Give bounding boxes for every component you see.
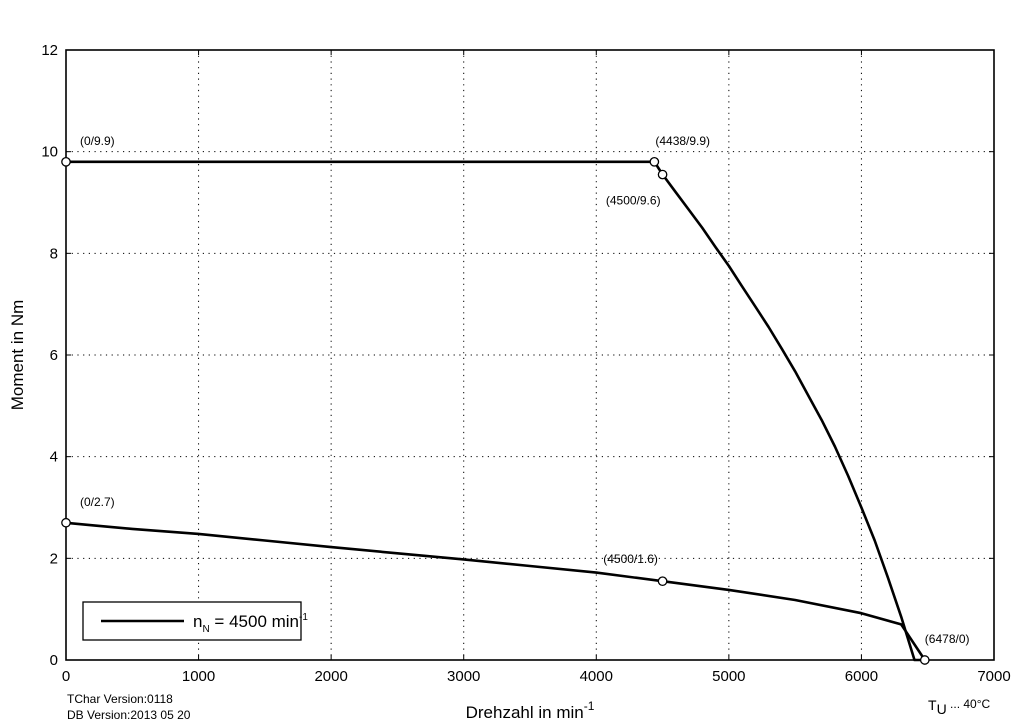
ambient-temperature-symbol: T bbox=[928, 697, 937, 713]
data-point-label: (0/2.7) bbox=[80, 495, 115, 509]
data-point-marker bbox=[61, 517, 71, 528]
continuous-torque-curve bbox=[65, 521, 926, 661]
y-tick-label: 12 bbox=[41, 42, 58, 59]
axis-ticks: 0 1000 2000 3000 4000 5000 6000 7000 0 2 4 6 8 10 12 bbox=[41, 42, 1010, 685]
y-tick-label: 8 bbox=[50, 245, 58, 262]
max-torque-curve bbox=[66, 160, 925, 662]
legend-label-exponent: -1 bbox=[299, 612, 308, 623]
legend-box bbox=[82, 601, 302, 641]
y-tick-label: 2 bbox=[50, 550, 58, 567]
y-axis-label: Moment in Nm bbox=[8, 300, 27, 411]
data-point-label: (0/9.9) bbox=[80, 134, 115, 148]
legend-label: nN = 4500 min-1 bbox=[193, 612, 308, 635]
data-point-marker bbox=[649, 156, 660, 167]
x-axis-label: Drehzahl in min-1 bbox=[466, 699, 595, 722]
grid-lines bbox=[66, 50, 994, 660]
data-point-marker bbox=[919, 655, 930, 665]
legend: nN = 4500 min-1 bbox=[82, 601, 308, 641]
data-point-label: (4438/9.9) bbox=[655, 134, 710, 148]
data-point-label: (4500/9.6) bbox=[606, 194, 661, 208]
legend-label-subscript: N bbox=[202, 624, 209, 635]
x-tick-label: 0 bbox=[62, 668, 70, 685]
x-axis-label-text: Drehzahl in min bbox=[466, 703, 584, 722]
y-tick-label: 10 bbox=[41, 144, 58, 161]
legend-label-value: = 4500 min bbox=[210, 612, 299, 631]
ambient-temperature-subscript: U bbox=[937, 701, 947, 717]
x-tick-label: 6000 bbox=[845, 668, 878, 685]
db-version: DB Version:2013 05 20 bbox=[67, 708, 191, 722]
x-axis-label-exponent: -1 bbox=[584, 699, 595, 713]
data-point-marker bbox=[657, 576, 668, 587]
x-tick-label: 4000 bbox=[580, 668, 613, 685]
x-tick-label: 3000 bbox=[447, 668, 480, 685]
tchar-version: TChar Version:0118 bbox=[67, 692, 173, 706]
markers: (0/9.9) (4438/9.9) (4500/9.6) (0/2.7) (4500/… bbox=[61, 134, 970, 665]
y-tick-label: 0 bbox=[50, 652, 58, 669]
y-tick-label: 4 bbox=[50, 449, 58, 466]
data-point-marker bbox=[657, 169, 668, 180]
x-tick-label: 5000 bbox=[712, 668, 745, 685]
legend-label-symbol: n bbox=[193, 612, 202, 631]
data-point-marker bbox=[61, 156, 71, 167]
plot-frame bbox=[65, 49, 995, 661]
x-tick-label: 7000 bbox=[977, 668, 1010, 685]
x-tick-label: 2000 bbox=[314, 668, 347, 685]
data-point-label: (6478/0) bbox=[925, 632, 970, 646]
ambient-temperature-value: ... 40°C bbox=[947, 697, 991, 711]
ambient-temperature: TU ... 40°C bbox=[928, 697, 991, 717]
curves bbox=[65, 160, 926, 662]
y-tick-label: 6 bbox=[50, 347, 58, 364]
data-point-label: (4500/1.6) bbox=[603, 552, 658, 566]
x-tick-label: 1000 bbox=[182, 668, 215, 685]
